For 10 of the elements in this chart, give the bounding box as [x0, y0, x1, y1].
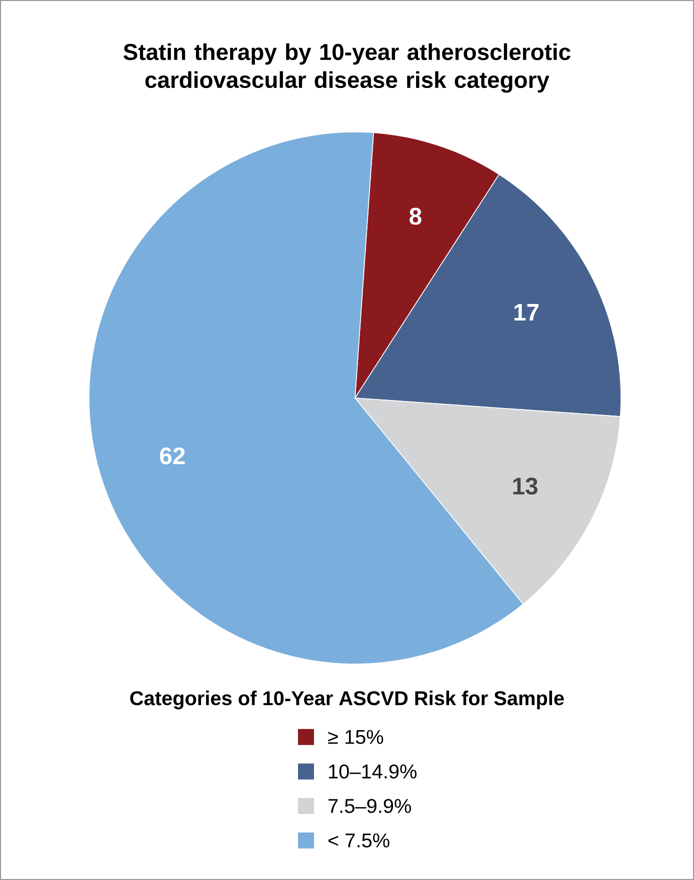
legend-label: < 7.5%	[328, 833, 390, 848]
data-label: 17	[514, 304, 538, 320]
legend-label: 10–14.9%	[329, 764, 417, 779]
legend-label: 7.5–9.9%	[328, 798, 411, 814]
legend-label: ≥ 15%	[328, 730, 384, 744]
chart-title: Statin therapy by 10-year atherosclerotic cardiovascular disease risk category	[124, 43, 570, 93]
data-label: 13	[513, 478, 538, 495]
data-label: 62	[160, 447, 185, 464]
data-label: 8	[410, 208, 422, 225]
legend-title: Categories of 10-Year ASCVD Risk for Sample	[130, 690, 564, 710]
